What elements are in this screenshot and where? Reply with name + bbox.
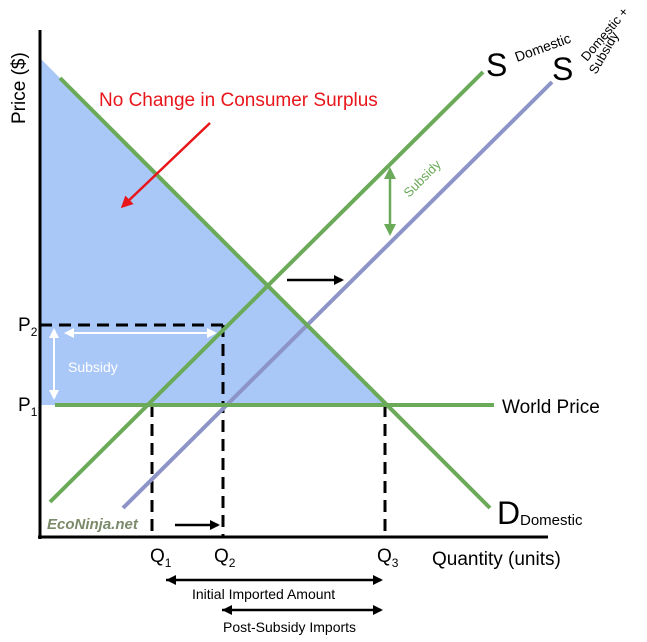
initial-imports-label: Initial Imported Amount — [192, 586, 335, 602]
initial-imports-left-arrowhead — [166, 575, 176, 585]
q1-label: Q1 — [150, 546, 172, 570]
post-subsidy-imports-label: Post-Subsidy Imports — [223, 619, 356, 635]
supply-domestic-letter: S — [486, 47, 507, 83]
q2-label: Q2 — [214, 546, 236, 570]
demand-letter: D — [497, 495, 520, 531]
demand-subscript: Domestic — [520, 512, 583, 529]
p1-label: P1 — [18, 395, 38, 419]
dashed-guides — [40, 323, 387, 537]
x-axis-label: Quantity (units) — [432, 549, 561, 570]
annotation-arrow — [120, 122, 211, 209]
y-axis-label: Price ($) — [9, 52, 30, 124]
q3-label: Q3 — [377, 546, 399, 570]
demand-curve — [58, 76, 492, 510]
p2-label: P2 — [18, 315, 38, 339]
world-price-label: World Price — [502, 397, 600, 418]
econinja-watermark: EcoNinja.net — [47, 516, 139, 533]
supply-subsidy-letter: S — [552, 51, 573, 87]
supply-subsidy-curve — [121, 80, 554, 510]
consumer-surplus-annotation: No Change in Consumer Surplus — [99, 90, 378, 111]
post-subsidy-imports-left-arrowhead — [222, 605, 232, 615]
subsidy-horizontal-label: Subsidy — [68, 359, 118, 375]
